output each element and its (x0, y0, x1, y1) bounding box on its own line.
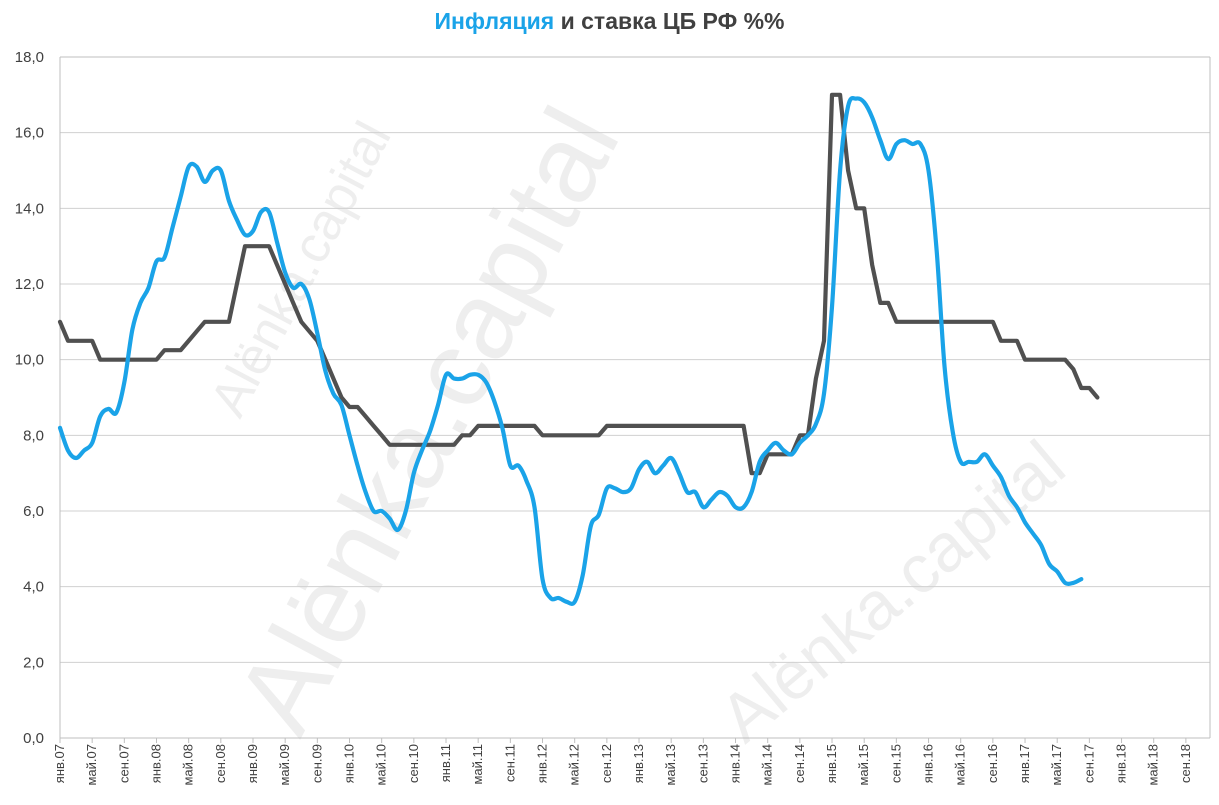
x-tick-label: май.09 (277, 744, 292, 786)
chart-title-rest: и ставка ЦБ РФ %% (554, 8, 785, 34)
x-tick-label: сен.09 (309, 744, 324, 783)
x-tick-label: май.12 (567, 744, 582, 786)
watermark-text: Alënka.capital (706, 426, 1079, 756)
x-tick-label: янв.10 (342, 744, 357, 783)
rate-series-line (57, 92, 1100, 476)
x-tick-label: сен.18 (1178, 744, 1193, 783)
x-tick-label: сен.15 (888, 744, 903, 783)
x-tick-label: сен.13 (695, 744, 710, 783)
x-axis: янв.07 май.07 сен.07 янв.08 май.08 сен.08 янв.… (52, 737, 1210, 786)
x-tick-label: сен.14 (792, 744, 807, 783)
series-layer (57, 92, 1100, 606)
x-tick-label: сен.08 (213, 744, 228, 783)
x-tick-label: янв.11 (438, 744, 453, 782)
x-tick-label: янв.18 (1114, 744, 1129, 783)
x-tick-label: сен.10 (406, 744, 421, 783)
watermark-text: Alënka.capital (199, 113, 402, 426)
y-tick-label: 12,0 (15, 276, 44, 293)
x-tick-label: май.08 (181, 744, 196, 786)
x-tick-label: янв.13 (631, 744, 646, 783)
chart-title-inflation: Инфляция (434, 8, 555, 34)
x-tick-label: янв.12 (535, 744, 550, 783)
y-tick-label: 10,0 (15, 352, 44, 369)
y-tick-label: 6,0 (23, 503, 44, 520)
x-tick-label: май.14 (760, 744, 775, 786)
x-tick-label: сен.11 (502, 744, 517, 782)
x-tick-label: май.13 (663, 744, 678, 786)
chart-title: Инфляция и ставка ЦБ РФ %% (0, 8, 1219, 35)
x-tick-label: янв.09 (245, 744, 260, 783)
x-tick-label: май.11 (470, 744, 485, 785)
y-tick-label: 14,0 (15, 200, 44, 217)
y-tick-label: 2,0 (23, 654, 44, 671)
x-tick-label: май.15 (856, 744, 871, 786)
y-tick-label: 8,0 (23, 427, 44, 444)
x-tick-label: май.16 (953, 744, 968, 786)
x-tick-label: май.17 (1049, 744, 1064, 786)
x-tick-label: янв.17 (1017, 744, 1032, 783)
watermark-layer: Alënka.capital Alënka.capital Alënka.cap… (199, 89, 1079, 757)
x-tick-label: сен.12 (599, 744, 614, 783)
watermark-text: Alënka.capital (213, 89, 643, 751)
x-tick-label: май.18 (1146, 744, 1161, 786)
x-tick-label: янв.16 (921, 744, 936, 783)
x-tick-label: сен.17 (1081, 744, 1096, 783)
x-tick-label: май.07 (84, 744, 99, 786)
y-axis: 0,0 2,0 4,0 6,0 8,0 10,0 12,0 14,0 16,0 18,0 (15, 49, 44, 747)
x-tick-label: янв.14 (728, 744, 743, 783)
x-tick-label: янв.08 (149, 744, 164, 783)
x-tick-label: янв.07 (52, 744, 67, 783)
x-tick-label: сен.16 (985, 744, 1000, 783)
grid-layer (59, 56, 1211, 739)
y-tick-label: 16,0 (15, 125, 44, 142)
y-tick-label: 0,0 (23, 730, 44, 747)
y-tick-label: 4,0 (23, 579, 44, 596)
inflation-series-line (57, 96, 1084, 606)
x-tick-label: сен.07 (116, 744, 131, 783)
y-tick-label: 18,0 (15, 49, 44, 66)
x-tick-label: янв.15 (824, 744, 839, 783)
x-tick-label: май.10 (374, 744, 389, 786)
